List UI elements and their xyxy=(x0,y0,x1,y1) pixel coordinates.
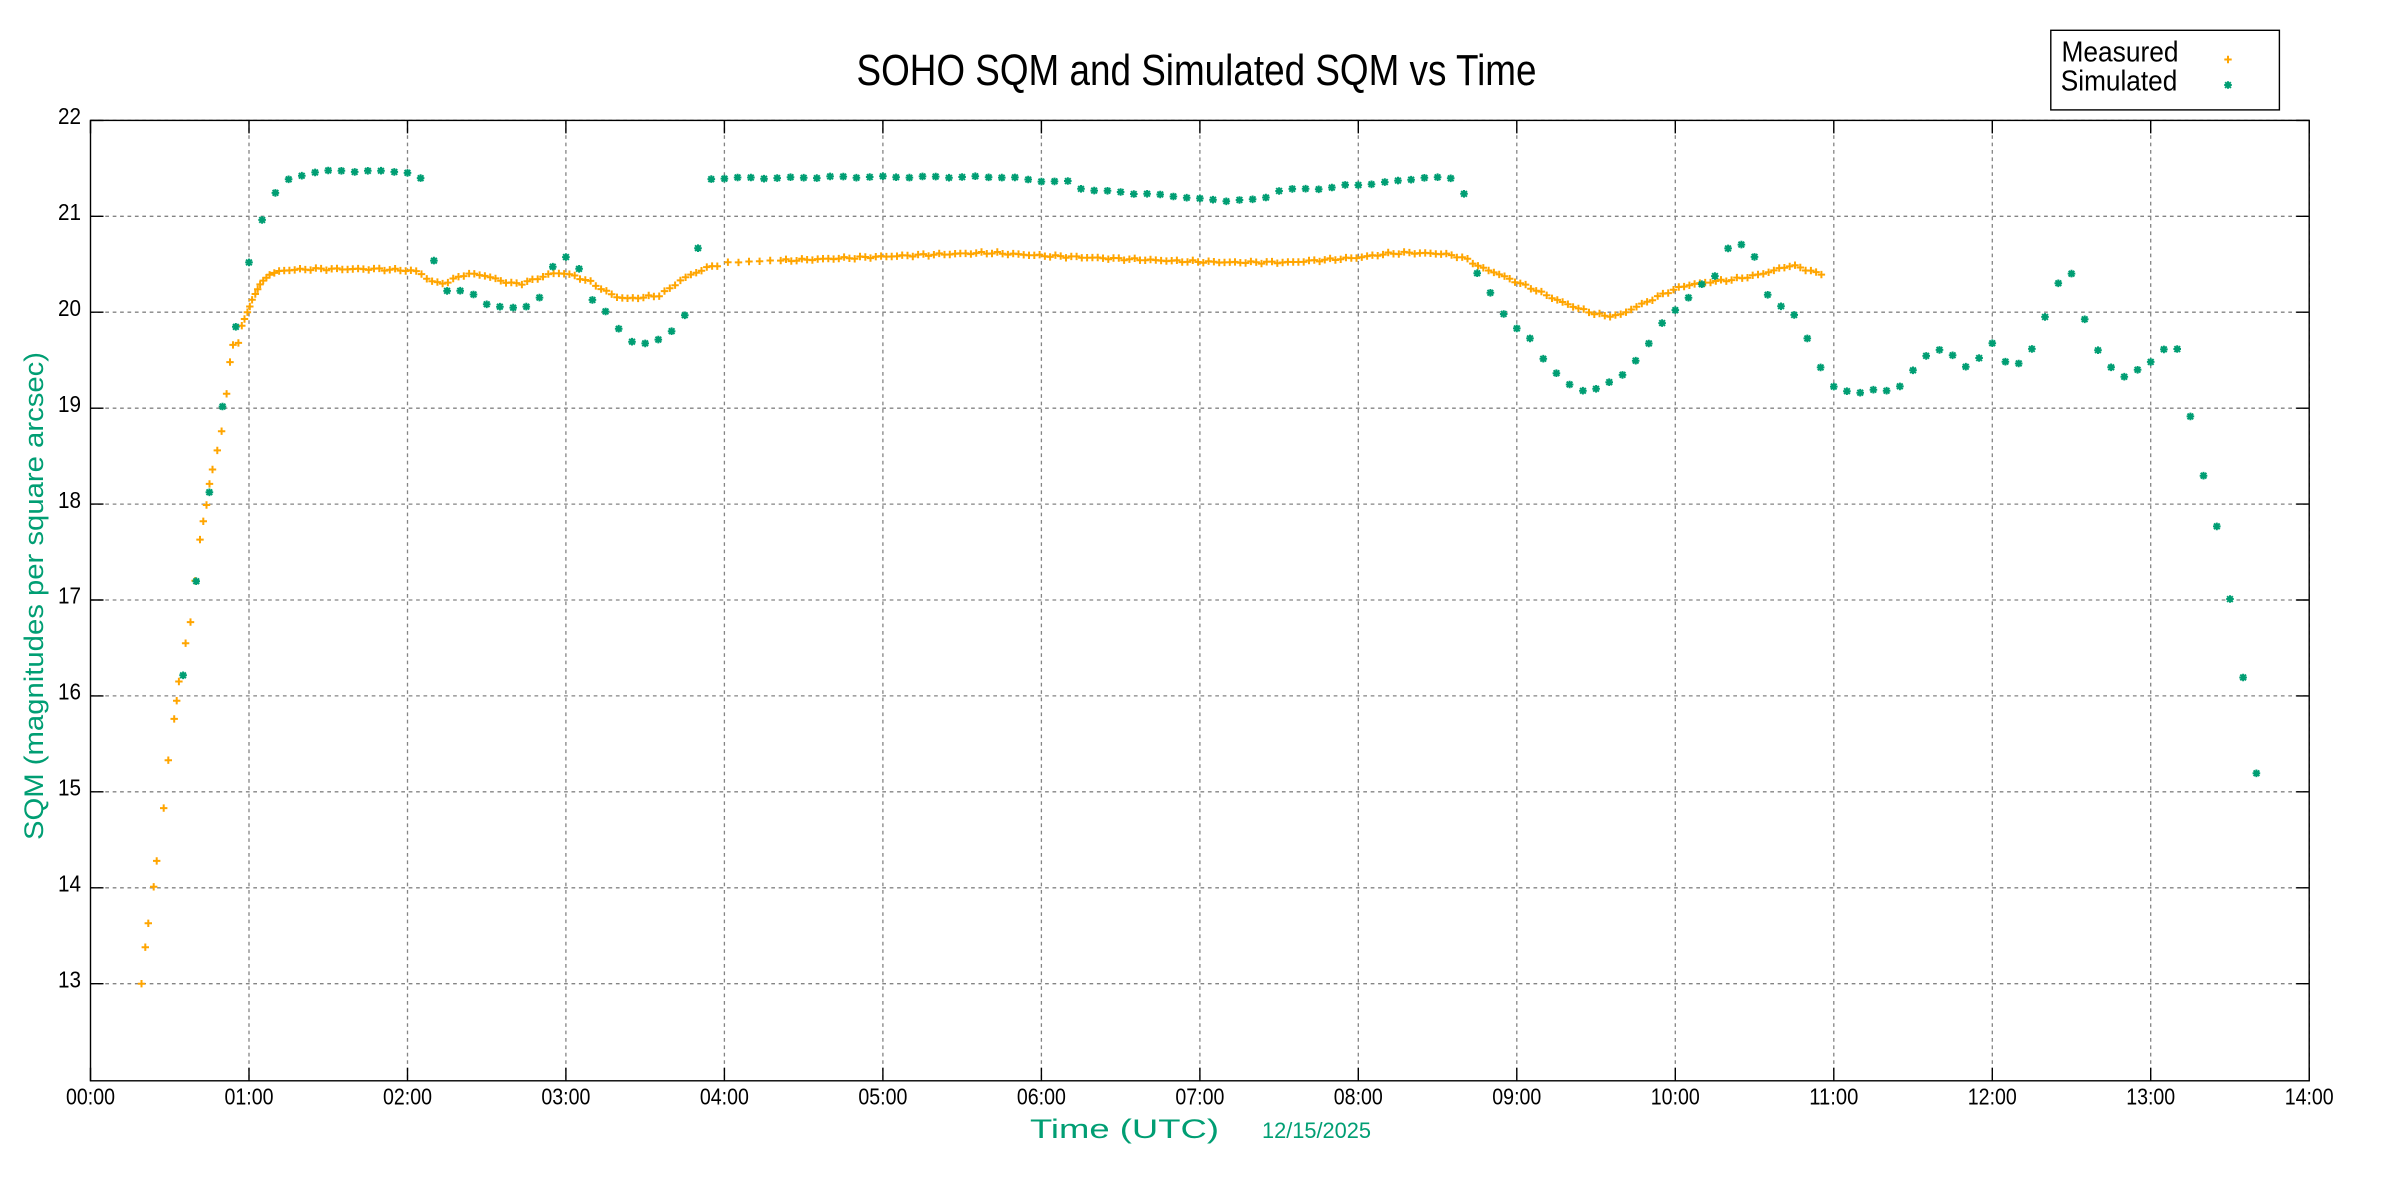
svg-text:07:00: 07:00 xyxy=(1175,1084,1224,1110)
svg-text:SQM (magnitudes per square arc: SQM (magnitudes per square arcsec) xyxy=(19,352,49,840)
svg-text:12/15/2025: 12/15/2025 xyxy=(1262,1118,1371,1143)
svg-text:06:00: 06:00 xyxy=(1017,1084,1066,1110)
svg-text:14: 14 xyxy=(58,871,81,897)
svg-text:00:00: 00:00 xyxy=(66,1084,115,1110)
svg-text:19: 19 xyxy=(58,391,81,417)
svg-text:18: 18 xyxy=(58,487,81,513)
svg-text:11:00: 11:00 xyxy=(1809,1084,1858,1110)
svg-text:21: 21 xyxy=(58,199,81,225)
svg-text:16: 16 xyxy=(58,679,81,705)
svg-text:03:00: 03:00 xyxy=(541,1084,590,1110)
svg-text:20: 20 xyxy=(58,295,81,321)
svg-text:22: 22 xyxy=(58,103,81,129)
svg-text:02:00: 02:00 xyxy=(383,1084,432,1110)
svg-text:14:00: 14:00 xyxy=(2285,1084,2334,1110)
svg-text:SOHO SQM and Simulated SQM vs: SOHO SQM and Simulated SQM vs Time xyxy=(857,47,1537,95)
svg-text:09:00: 09:00 xyxy=(1492,1084,1541,1110)
svg-text:Time (UTC): Time (UTC) xyxy=(1030,1114,1219,1144)
svg-text:04:00: 04:00 xyxy=(700,1084,749,1110)
svg-text:12:00: 12:00 xyxy=(1968,1084,2017,1110)
svg-text:13:00: 13:00 xyxy=(2126,1084,2175,1110)
svg-text:05:00: 05:00 xyxy=(858,1084,907,1110)
svg-text:13: 13 xyxy=(58,966,81,992)
svg-text:Measured: Measured xyxy=(2062,37,2179,69)
svg-text:Simulated: Simulated xyxy=(2061,65,2178,97)
svg-text:10:00: 10:00 xyxy=(1651,1084,1700,1110)
svg-text:08:00: 08:00 xyxy=(1334,1084,1383,1110)
svg-text:15: 15 xyxy=(58,775,81,801)
svg-text:17: 17 xyxy=(58,583,81,609)
svg-text:01:00: 01:00 xyxy=(225,1084,274,1110)
